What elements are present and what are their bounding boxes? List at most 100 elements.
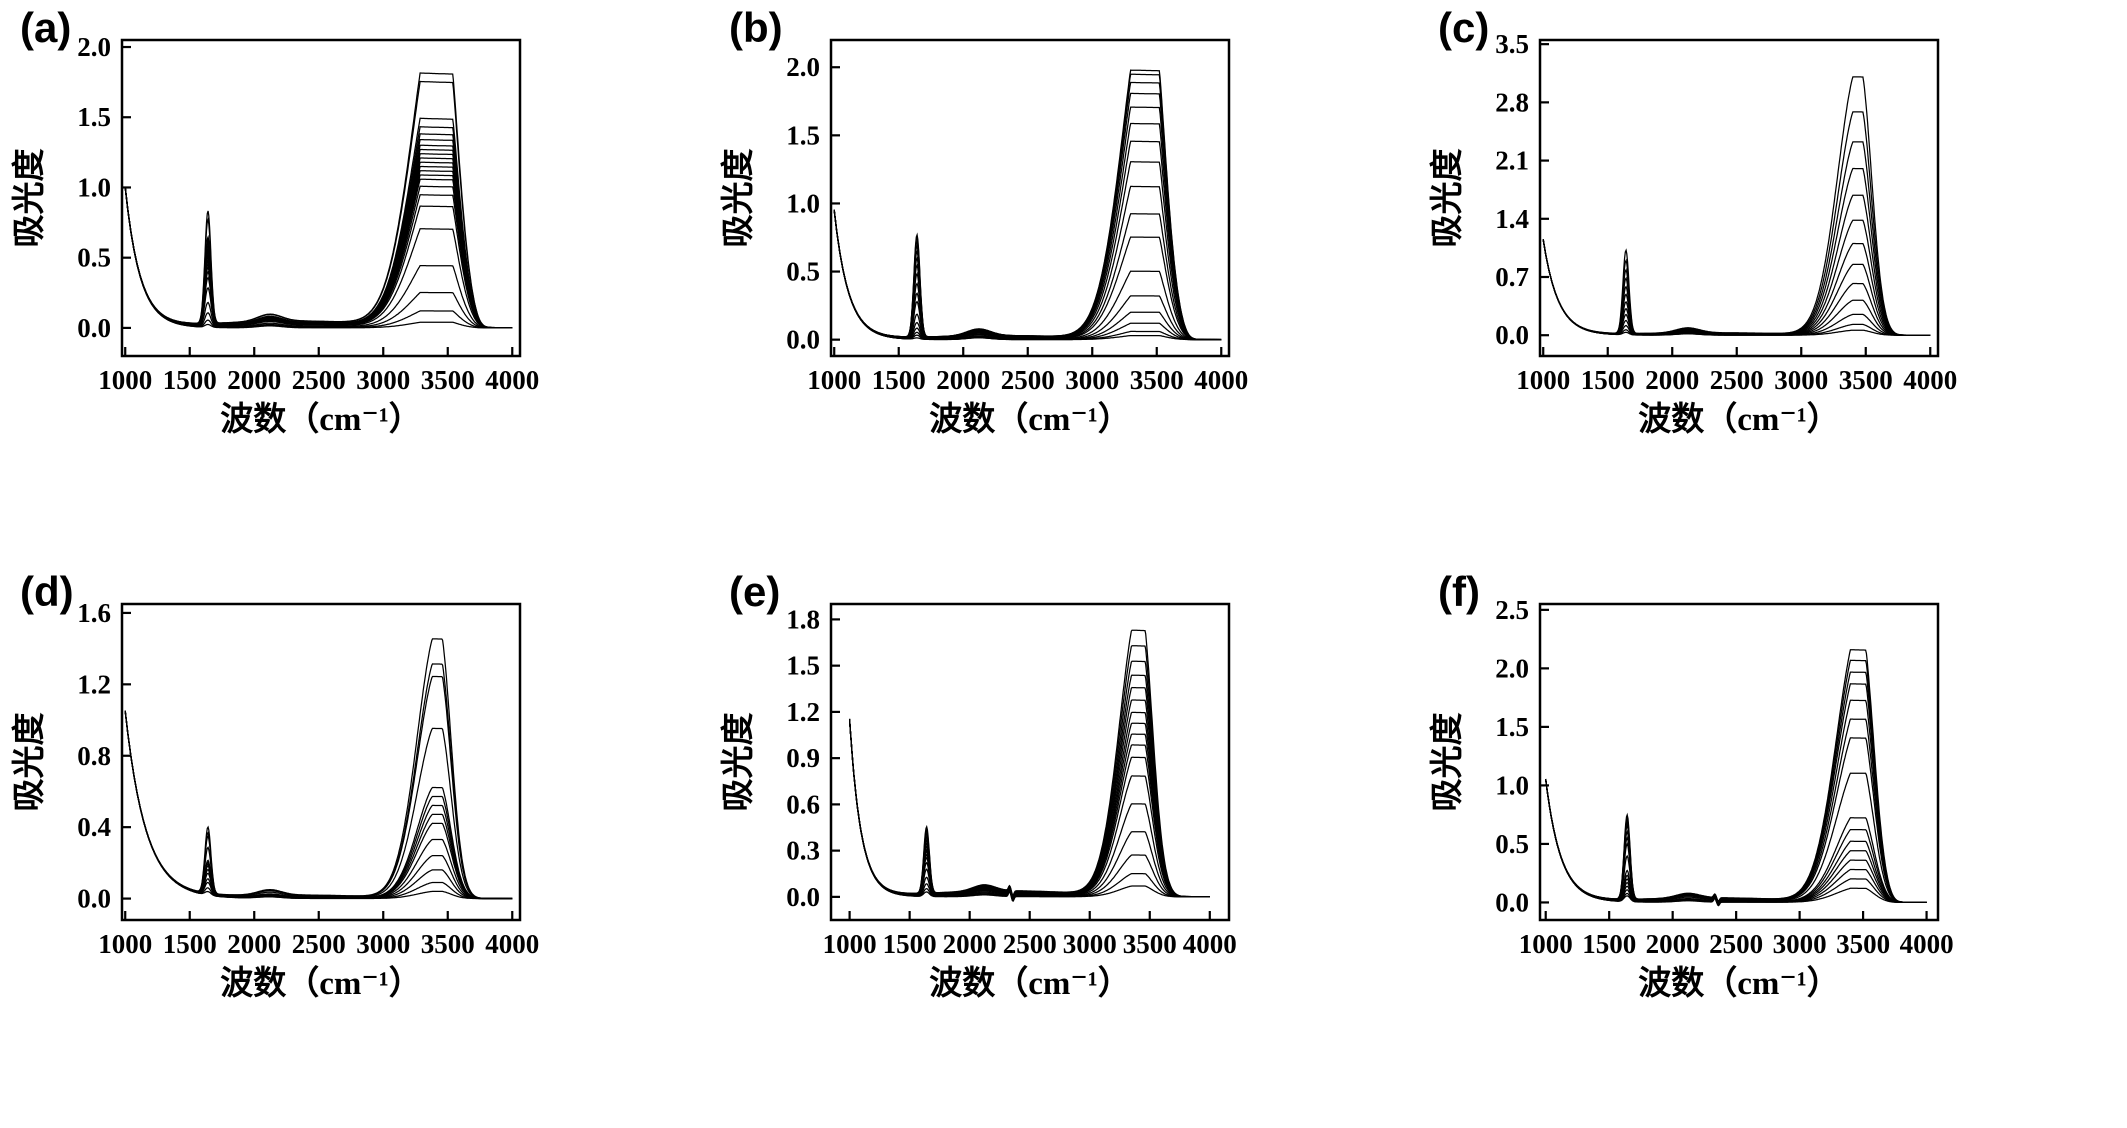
- spectrum-curve: [1545, 699, 1927, 903]
- x-axis-title: 波数（cm⁻¹）: [929, 965, 1130, 1002]
- axis-frame: [1538, 38, 1940, 358]
- spectrum-curve: [848, 629, 1210, 898]
- spectrum-curve: [848, 719, 1210, 903]
- panel-label-e: (e): [729, 568, 781, 615]
- y-axis-title: 吸光度: [1429, 713, 1466, 812]
- spectrum-curve: [1545, 779, 1927, 907]
- x-tick-label: 1000: [1519, 929, 1573, 959]
- y-tick-label: 0.0: [1495, 320, 1529, 350]
- y-tick-label: 0.0: [786, 882, 820, 912]
- panel-label-a: (a): [20, 4, 72, 51]
- panel-label-b: (b): [729, 4, 783, 51]
- x-tick-label: 3500: [1123, 929, 1177, 959]
- y-tick-label: 1.8: [786, 604, 820, 634]
- y-tick-label: 0.8: [77, 741, 111, 771]
- y-tick-label: 0.9: [786, 743, 820, 773]
- spectrum-curve: [833, 210, 1222, 341]
- spectrum-curve: [833, 210, 1222, 341]
- spectrum-curve: [833, 209, 1222, 341]
- x-tick-label: 1000: [98, 929, 152, 959]
- x-tick-label: 4000: [1183, 929, 1237, 959]
- axis-frame: [829, 38, 1231, 358]
- x-tick-label: 3000: [1774, 365, 1828, 395]
- x-axis-title: 波数（cm⁻¹）: [1638, 401, 1839, 438]
- y-axis-title: 吸光度: [11, 713, 48, 812]
- x-tick-label: 2500: [292, 929, 346, 959]
- y-axis-title: 吸光度: [11, 149, 48, 248]
- x-tick-label: 1000: [98, 365, 152, 395]
- y-tick-label: 1.5: [1495, 712, 1529, 742]
- x-tick-label: 2500: [1001, 365, 1055, 395]
- y-tick-label: 0.5: [77, 243, 111, 273]
- x-tick-label: 2500: [1709, 929, 1763, 959]
- x-tick-label: 3500: [1839, 365, 1893, 395]
- x-tick-label: 1500: [163, 365, 217, 395]
- x-axis-title: 波数（cm⁻¹）: [220, 965, 421, 1002]
- axis-frame: [120, 602, 522, 922]
- spectrum-curve: [1545, 779, 1927, 906]
- y-tick-label: 0.0: [77, 313, 111, 343]
- x-tick-label: 1000: [823, 929, 877, 959]
- y-tick-label: 1.2: [77, 669, 111, 699]
- y-tick-label: 1.2: [786, 697, 820, 727]
- spectrum-curve: [833, 210, 1222, 341]
- y-tick-label: 1.0: [786, 188, 820, 218]
- x-tick-label: 2000: [227, 365, 281, 395]
- x-tick-label: 1500: [1581, 365, 1635, 395]
- x-tick-label: 1500: [883, 929, 937, 959]
- y-tick-label: 0.4: [77, 812, 111, 842]
- x-axis-title: 波数（cm⁻¹）: [1638, 965, 1839, 1002]
- panel-label-d: (d): [20, 568, 74, 615]
- y-axis-title: 吸光度: [720, 149, 757, 248]
- y-tick-label: 2.0: [1495, 653, 1529, 683]
- x-tick-label: 2000: [936, 365, 990, 395]
- y-tick-label: 1.5: [77, 102, 111, 132]
- x-tick-label: 2000: [1645, 365, 1699, 395]
- y-tick-label: 0.3: [786, 836, 820, 866]
- y-tick-label: 0.6: [786, 789, 820, 819]
- x-tick-label: 3000: [356, 929, 410, 959]
- spectra-plot-c: 1000 1500 2000 2500 3000 3500 4000 0.0 0.7 1.4 2.1…: [1429, 29, 1957, 438]
- spectra-plot-f: 1000 1500 2000 2500 3000 3500 4000 0.0 0.5 1.0 1.5…: [1429, 595, 1954, 1002]
- x-tick-label: 1500: [1582, 929, 1636, 959]
- axis-frame: [829, 602, 1231, 922]
- x-tick-label: 4000: [1194, 365, 1248, 395]
- panel-label-c: (c): [1438, 4, 1490, 51]
- y-tick-label: 2.0: [77, 32, 111, 62]
- y-tick-label: 0.0: [1495, 887, 1529, 917]
- x-tick-label: 3000: [1773, 929, 1827, 959]
- x-tick-label: 3000: [1065, 365, 1119, 395]
- spectrum-curve: [833, 210, 1222, 341]
- y-tick-label: 3.5: [1495, 29, 1529, 59]
- panel-f: (f) 1000 1500 2000 2500 3000 3500 4000 0.0 0.5 1.…: [1418, 564, 2127, 1128]
- axis-frame: [120, 38, 522, 358]
- spectra-plot-b: 1000 1500 2000 2500 3000 3500 4000 0.0 0.5 1.0 1.5…: [720, 38, 1248, 438]
- x-tick-label: 2000: [1646, 929, 1700, 959]
- panel-d: (d) 1000 1500 2000 2500 3000 3500 4000 0.0 0.4 0.…: [0, 564, 709, 1128]
- spectrum-curve: [833, 69, 1222, 341]
- x-tick-label: 3000: [1063, 929, 1117, 959]
- x-tick-label: 3500: [1130, 365, 1184, 395]
- spectrum-curve: [833, 210, 1222, 341]
- panel-c: (c) 1000 1500 2000 2500 3000 3500 4000 0.0 0.7 1.…: [1418, 0, 2127, 564]
- spectrum-curve: [833, 210, 1222, 341]
- y-tick-label: 2.8: [1495, 87, 1529, 117]
- x-tick-label: 1500: [872, 365, 926, 395]
- y-tick-label: 1.5: [786, 120, 820, 150]
- spectrum-curve: [124, 187, 513, 329]
- spectrum-curve: [124, 186, 513, 329]
- y-tick-label: 1.0: [77, 172, 111, 202]
- panel-a: (a) 1000 1500 2000 2500 3000 3500 4000 0.0 0.5 1.…: [0, 0, 709, 564]
- y-tick-label: 1.5: [786, 651, 820, 681]
- x-tick-label: 1000: [1516, 365, 1570, 395]
- x-tick-label: 1500: [163, 929, 217, 959]
- y-tick-label: 1.0: [1495, 770, 1529, 800]
- spectrum-curve: [124, 711, 513, 900]
- x-tick-label: 3000: [356, 365, 410, 395]
- y-tick-label: 2.0: [786, 52, 820, 82]
- spectra-plot-a: 1000 1500 2000 2500 3000 3500 4000 0.0 0.5 1.0 1.5…: [11, 32, 539, 438]
- spectrum-curve: [833, 161, 1222, 341]
- spectra-plot-e: 1000 1500 2000 2500 3000 3500 4000 0.0 0.3 0.6 0.9…: [720, 602, 1237, 1002]
- x-tick-label: 2000: [943, 929, 997, 959]
